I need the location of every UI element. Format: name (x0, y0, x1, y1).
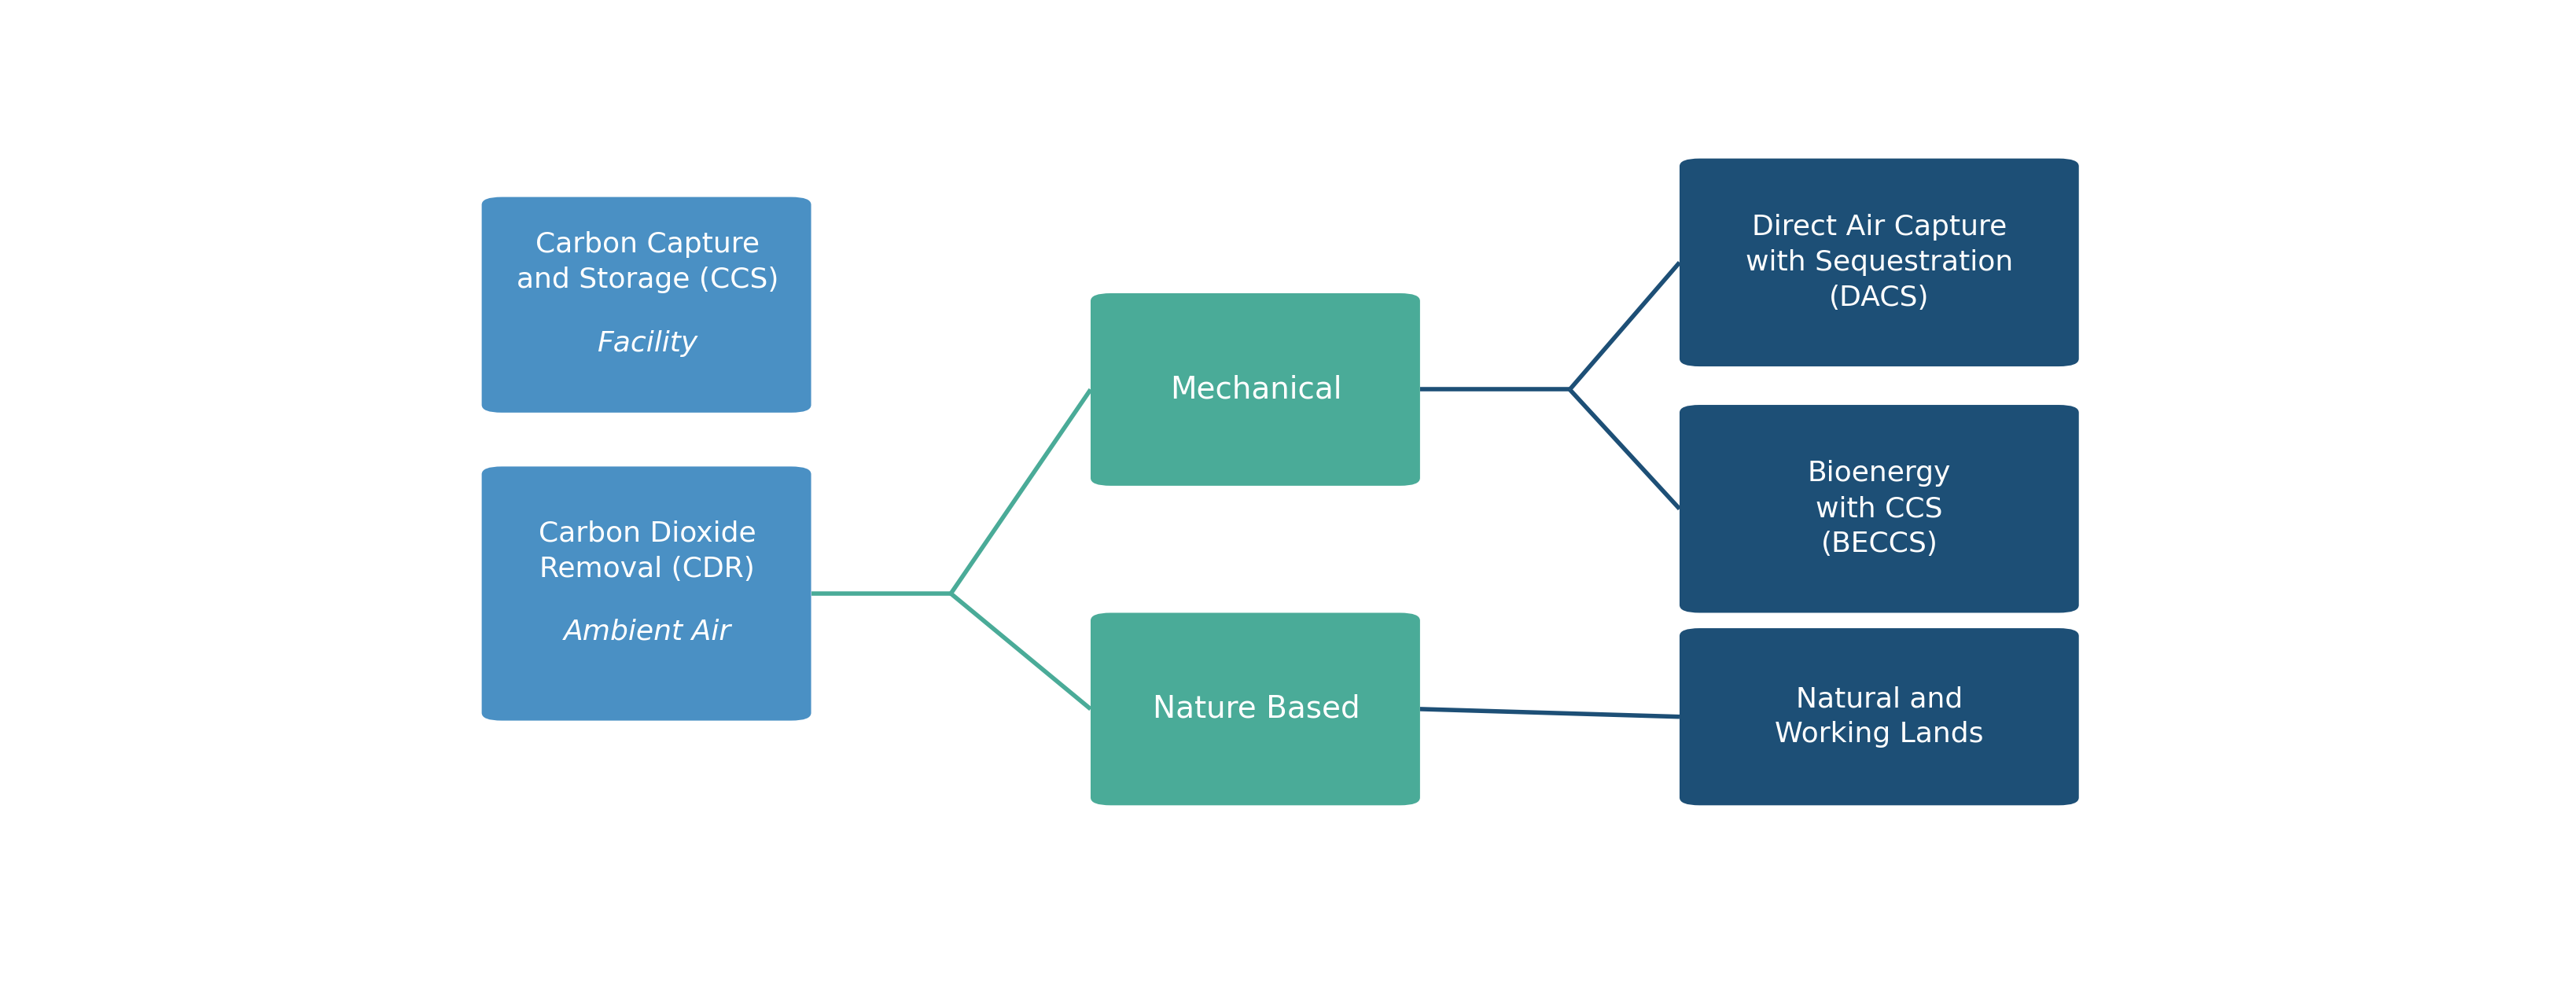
Text: Bioenergy
with CCS
(BECCS): Bioenergy with CCS (BECCS) (1808, 460, 1950, 557)
Text: Direct Air Capture
with Sequestration
(DACS): Direct Air Capture with Sequestration (D… (1747, 214, 2012, 311)
FancyBboxPatch shape (1680, 628, 2079, 805)
FancyBboxPatch shape (1680, 405, 2079, 613)
Text: Mechanical: Mechanical (1170, 375, 1342, 404)
FancyBboxPatch shape (482, 197, 811, 413)
Text: Carbon Capture
and Storage (CCS): Carbon Capture and Storage (CCS) (515, 231, 778, 293)
FancyBboxPatch shape (1090, 613, 1419, 805)
Text: Nature Based: Nature Based (1151, 694, 1360, 724)
FancyBboxPatch shape (482, 466, 811, 721)
Text: Facility: Facility (598, 330, 698, 357)
FancyBboxPatch shape (1680, 158, 2079, 366)
FancyBboxPatch shape (1090, 293, 1419, 486)
Text: Natural and
Working Lands: Natural and Working Lands (1775, 686, 1984, 748)
Text: Ambient Air: Ambient Air (564, 619, 732, 645)
Text: Carbon Dioxide
Removal (CDR): Carbon Dioxide Removal (CDR) (538, 520, 757, 582)
